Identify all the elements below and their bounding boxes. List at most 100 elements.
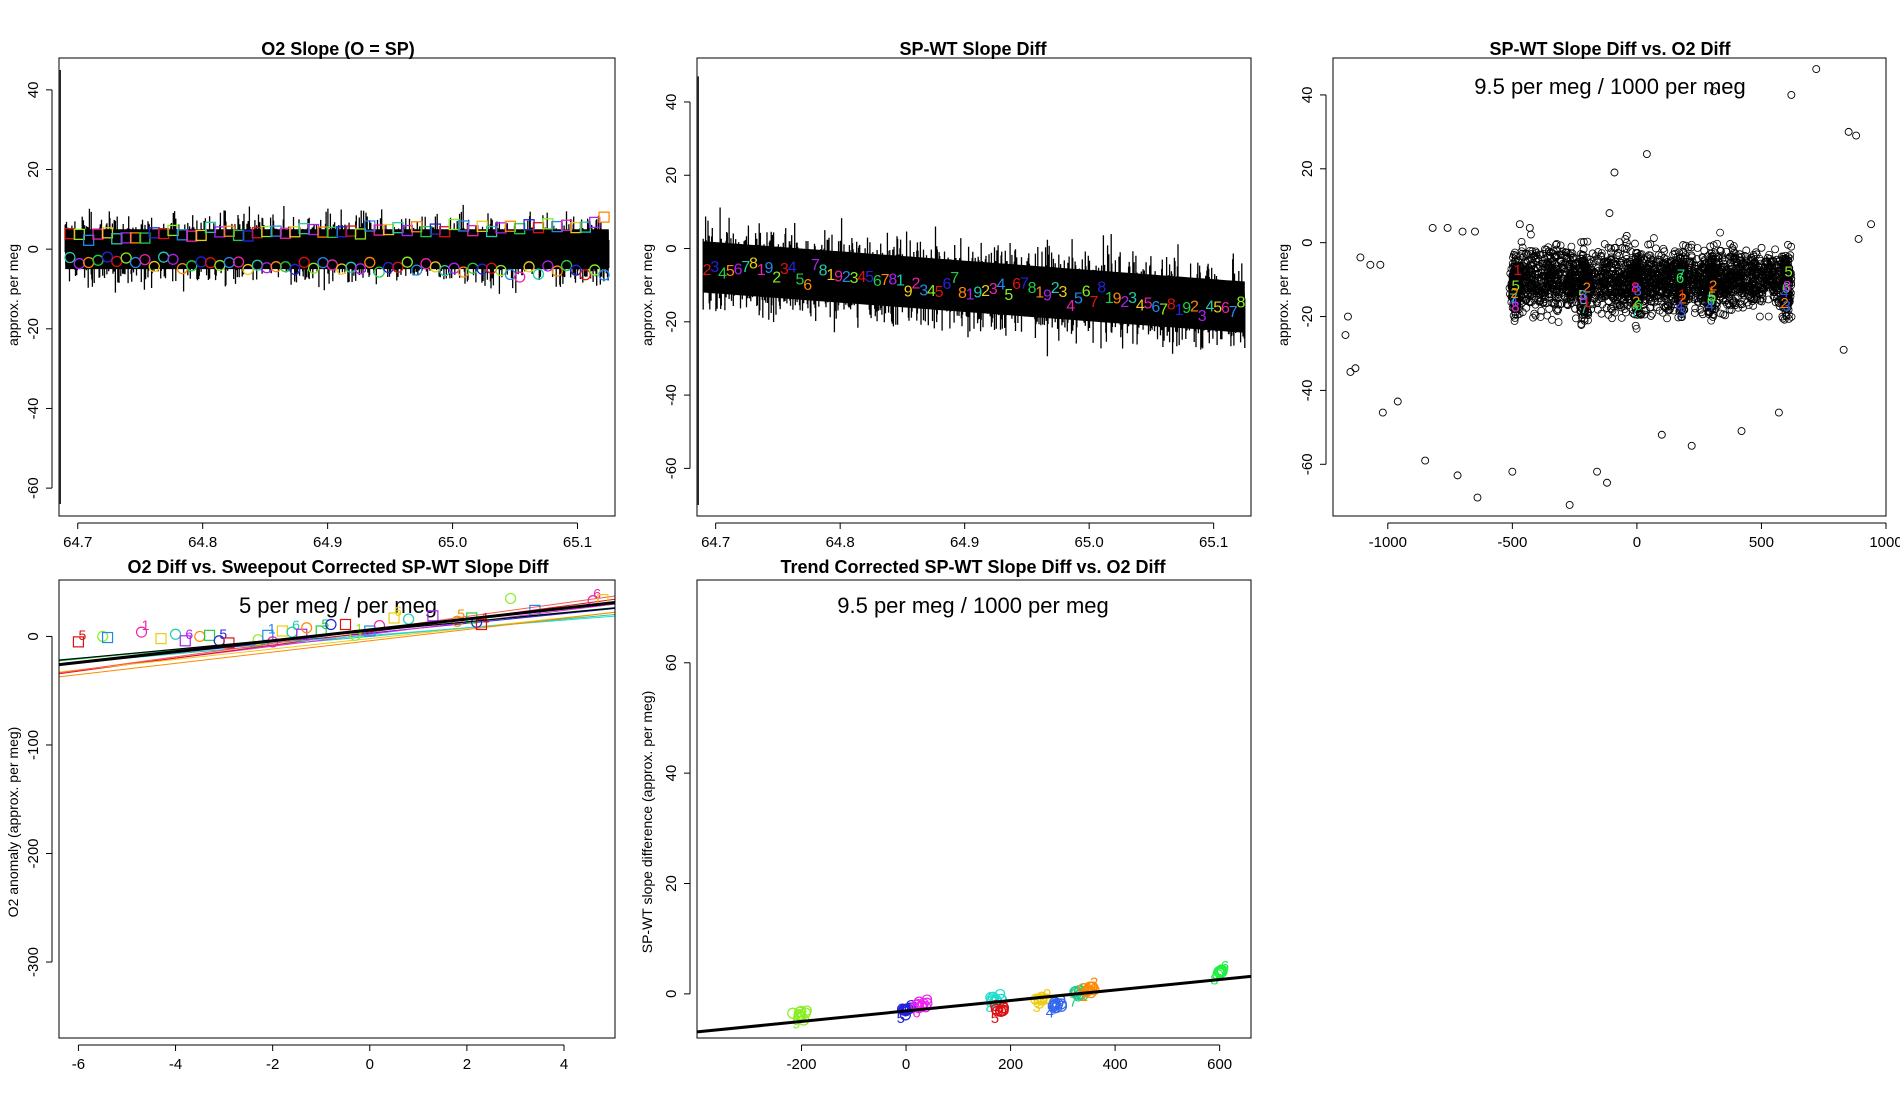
scatter-point: [1721, 311, 1729, 320]
scatter-point: [1517, 247, 1526, 256]
cluster-point: [1679, 257, 1688, 266]
outlier-point: [1428, 223, 1437, 232]
scatter-point: [1742, 246, 1751, 255]
panel-sp-wt-vs-o2-diff: SP-WT Slope Diff vs. O2 Diff approx. per…: [1275, 39, 1900, 551]
scatter-point: [1760, 276, 1769, 285]
cluster-point: [1679, 249, 1688, 258]
digit-marker: 9: [1182, 300, 1191, 317]
digit-marker: 4: [788, 259, 797, 276]
digit-marker: 2: [842, 269, 851, 286]
outlier-point: [1376, 260, 1385, 269]
digit-marker: 6: [1082, 284, 1091, 301]
digit-marker: 5: [1004, 287, 1013, 304]
scatter-point: [1568, 254, 1577, 262]
cluster-point: [1704, 264, 1713, 273]
digit-marker: 3: [1678, 304, 1686, 321]
scatter-point: [1618, 243, 1627, 252]
cluster-point: [1674, 313, 1683, 322]
circle-point: [298, 256, 310, 269]
digit-marker: 5: [1074, 291, 1083, 308]
scatter-point: [1626, 259, 1635, 268]
scatter-point: [1757, 263, 1766, 272]
scatter-point: [1655, 306, 1664, 315]
cluster-point: [1512, 255, 1521, 264]
digit-marker: 9: [792, 1016, 800, 1033]
scatter-point: [1547, 265, 1555, 274]
plot-marks: [59, 69, 610, 505]
y-tick-label: -100: [25, 730, 42, 760]
scatter-point: [1529, 252, 1538, 261]
digit-marker: 8: [819, 262, 828, 279]
scatter-point: [1530, 309, 1539, 318]
scatter-point: [1766, 275, 1775, 284]
digit-marker: 5: [897, 1010, 905, 1027]
cluster-point: [1629, 278, 1638, 287]
scatter-point: [1688, 274, 1697, 283]
y-tick-label: 40: [663, 765, 680, 782]
cluster-point: [1706, 242, 1715, 251]
digit-marker: 3: [1033, 999, 1041, 1016]
digit-marker: 8: [1631, 280, 1639, 297]
digit-marker: O: [1083, 981, 1095, 998]
circle-point: [392, 261, 404, 273]
noise-group: [59, 69, 610, 505]
digit-marker: O: [1054, 991, 1066, 1008]
cluster-point: [1512, 303, 1521, 311]
scatter-point: [1619, 301, 1628, 310]
y-tick-label: -40: [663, 384, 680, 406]
x-tick-label: -6: [72, 1056, 85, 1073]
scatter-point: [1520, 285, 1529, 294]
digit-marker: 3: [1579, 287, 1587, 304]
circle-point: [448, 262, 460, 274]
x-tick-label: 0: [902, 1056, 910, 1073]
digit-marker: 5: [1784, 264, 1792, 281]
scatter-point: [1688, 260, 1696, 269]
cluster-point: [1680, 292, 1689, 300]
scatter-point: [1735, 263, 1744, 272]
outlier-point: [1593, 467, 1601, 476]
scatter-point: [1743, 277, 1752, 286]
scatter-point: [1712, 302, 1721, 311]
digit-marker: 9: [1043, 986, 1051, 1003]
outlier-point: [1346, 368, 1355, 376]
x-tick-label: 400: [1103, 1056, 1128, 1073]
y-axis-label: approx. per meg: [5, 244, 21, 346]
scatter-point: [1531, 287, 1540, 295]
y-tick-label: -20: [25, 318, 42, 340]
scatter-point: [1624, 242, 1633, 251]
scatter-point: [1562, 254, 1571, 263]
cluster-point: [1636, 310, 1645, 319]
y-tick-label: -60: [25, 477, 42, 499]
digit-marker: 8: [1783, 278, 1791, 295]
cluster-point: [1711, 287, 1720, 295]
circle-point: [514, 271, 526, 283]
cluster-point: [1784, 289, 1793, 297]
digit-marker: 3: [919, 282, 928, 299]
scatter-point: [1663, 314, 1671, 323]
y-tick-label: 20: [663, 875, 680, 892]
scatter-point: [1533, 288, 1542, 297]
cluster-point: [1215, 964, 1227, 977]
circle-point: [139, 253, 151, 266]
scatter-point: [1649, 234, 1658, 242]
panel-o2-slope: O2 Slope (O = SP) approx. per meg 64.7 64…: [5, 39, 616, 551]
x-tick-label: 200: [998, 1056, 1023, 1073]
cluster-point: [1785, 314, 1793, 323]
scatter-point: [1611, 269, 1620, 278]
scatter-point: [1614, 291, 1623, 300]
digit-marker: 8: [749, 256, 758, 273]
x-tick-label: 4: [560, 1056, 568, 1073]
scatter-point: [1606, 256, 1615, 265]
digit-marker: 2: [1120, 294, 1129, 311]
y-tick-label: 60: [663, 654, 680, 671]
square-point: [354, 228, 367, 240]
cluster-point: [913, 1002, 925, 1014]
circle-point: [532, 268, 545, 280]
scatter-point: [1614, 286, 1623, 295]
digit-marker: 2: [1780, 295, 1788, 312]
digit-marker: 8: [958, 285, 967, 302]
x-tick-label: -4: [169, 1056, 182, 1073]
scatter-point: [1559, 259, 1567, 268]
x-tick-label: 64.7: [63, 534, 92, 551]
